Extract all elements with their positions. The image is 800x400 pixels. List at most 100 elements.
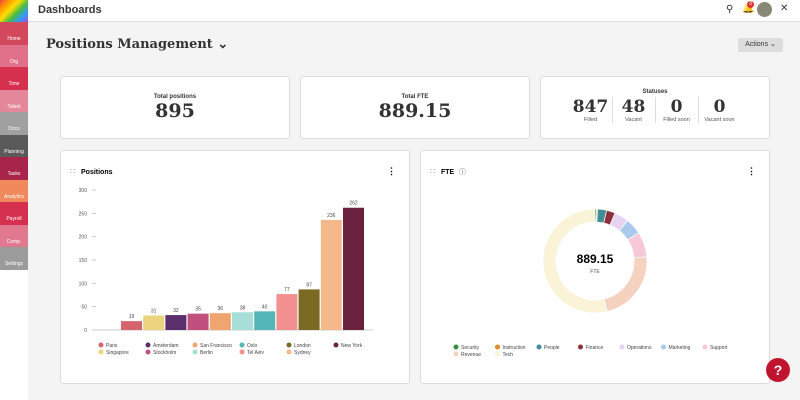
bell-icon[interactable]: 🔔 <box>742 3 755 14</box>
status-value: 0 <box>670 97 683 117</box>
status-label: Filled <box>583 117 598 123</box>
title-text: Positions Management <box>46 37 213 52</box>
menu-icon[interactable]: ⋮ <box>747 166 756 176</box>
nav-item[interactable]: Comp. <box>0 224 28 247</box>
legend-swatch <box>453 344 459 350</box>
value-label: 31 <box>151 309 157 315</box>
bar <box>232 312 253 330</box>
statuses-card: Statuses 847 Filled 48 Vacant 0 Filled soon 0 V… <box>540 76 770 139</box>
drag-handle: ∷ <box>70 167 75 176</box>
donut-chart: ∷ FTE ⋮ Security Instruction People Finance Ope… <box>430 166 756 358</box>
y-tick-label: 100 <box>79 281 88 287</box>
nav-item[interactable]: Analytics <box>0 179 28 202</box>
legend-label: Operations <box>627 345 652 351</box>
avatar[interactable] <box>757 2 772 17</box>
legend-swatch <box>578 344 583 350</box>
nav-item[interactable]: Time <box>0 67 28 90</box>
page-title[interactable]: Positions Management ⌄ <box>46 37 229 52</box>
nav-item[interactable]: Org <box>0 44 28 67</box>
legend-label: Berlin <box>200 350 213 356</box>
drag-handle: ∷ <box>430 167 435 176</box>
status-value: 847 <box>572 97 609 117</box>
app-title: Dashboards <box>38 4 102 16</box>
legend-swatch <box>145 342 151 348</box>
bar <box>209 313 231 330</box>
legend-label: Finance <box>586 345 604 351</box>
legend-swatch <box>98 342 104 348</box>
search-icon[interactable]: ⚲ <box>726 4 734 15</box>
value-label: 38 <box>240 305 246 311</box>
chart-title: Positions <box>81 169 113 176</box>
center-label: FTE <box>590 269 600 275</box>
sidebar: Home Org Time Talent Docs Planning Tasks Analyt… <box>0 0 28 400</box>
y-tick-label: 50 <box>81 305 87 311</box>
legend-label: Oslo <box>247 343 258 349</box>
legend-label: Revenue <box>461 352 481 358</box>
status-item: 48 Vacant <box>611 97 655 123</box>
menu-icon[interactable]: ⋮ <box>387 166 396 176</box>
legend-label: Amsterdam <box>153 343 179 349</box>
legend-swatch <box>495 351 500 357</box>
value-label: 19 <box>129 314 135 320</box>
nav-item[interactable]: Planning <box>0 134 28 157</box>
legend-label: Support <box>710 345 728 351</box>
help-button[interactable]: ? <box>766 358 790 382</box>
bar <box>320 219 342 330</box>
nav-item[interactable]: Tasks <box>0 157 28 180</box>
nav-item[interactable]: Docs <box>0 112 28 135</box>
nav-item[interactable]: Settings <box>0 247 28 270</box>
value-label: 236 <box>327 213 336 219</box>
value-label: 87 <box>306 282 312 288</box>
bar <box>254 311 276 330</box>
legend-label: Singapore <box>106 350 129 356</box>
legend-label: Tech <box>503 352 514 358</box>
legend-label: Tel Aviv <box>247 350 264 356</box>
legend-label: Stockholm <box>153 350 176 356</box>
y-tick-label: 300 <box>79 188 88 194</box>
nav-item[interactable]: Payroll <box>0 202 28 225</box>
legend-swatch <box>495 344 500 350</box>
donut-slice <box>542 208 608 314</box>
legend-swatch <box>192 342 198 348</box>
status-value: 0 <box>713 97 726 117</box>
chart-card: ∷ Positions ⋮ 0 50 100 150 200 250 300 19 Paris 31 Si… <box>60 150 410 384</box>
legend-swatch <box>286 342 292 348</box>
legend-label: Sydney <box>294 350 311 356</box>
value-label: 40 <box>262 304 268 310</box>
status-label: Filled soon <box>663 117 690 123</box>
y-tick-label: 200 <box>79 235 88 241</box>
status-value: 48 <box>621 97 646 117</box>
kpi-label: Total positions <box>153 94 197 100</box>
bar <box>143 315 165 330</box>
value-label: 77 <box>284 287 290 293</box>
legend-label: London <box>294 343 311 349</box>
legend-label: New York <box>341 343 363 349</box>
kpi-label: Total FTE <box>401 94 429 100</box>
bar <box>121 321 142 330</box>
nav-item[interactable]: Talent <box>0 89 28 112</box>
legend-label: San Francisco <box>200 343 232 349</box>
legend-label: Instruction <box>503 345 526 351</box>
statuses-title: Statuses <box>642 89 668 95</box>
badge: 3 <box>747 1 754 8</box>
status-item: 0 Filled soon <box>654 97 698 123</box>
legend-swatch <box>239 342 245 348</box>
pin-icon[interactable]: ✕ <box>780 3 789 14</box>
kpi-value: 889.15 <box>378 100 452 122</box>
bar <box>343 207 364 330</box>
y-tick-label: 250 <box>79 211 88 217</box>
value-label: 32 <box>173 308 179 314</box>
kpi-card: Total positions 895 <box>60 76 290 139</box>
legend-label: Paris <box>106 343 118 349</box>
bar <box>276 294 298 330</box>
kpi-card: Total FTE 889.15 <box>300 76 530 139</box>
info-icon: ⓘ <box>459 168 466 176</box>
status-label: Vacant soon <box>704 117 735 123</box>
actions-button[interactable]: Actions ⌄ <box>738 38 783 52</box>
logo <box>0 0 28 22</box>
nav-item[interactable]: Home <box>0 22 28 45</box>
chart-title: FTE <box>441 169 455 176</box>
legend-swatch <box>702 344 708 350</box>
legend-swatch <box>661 344 666 350</box>
